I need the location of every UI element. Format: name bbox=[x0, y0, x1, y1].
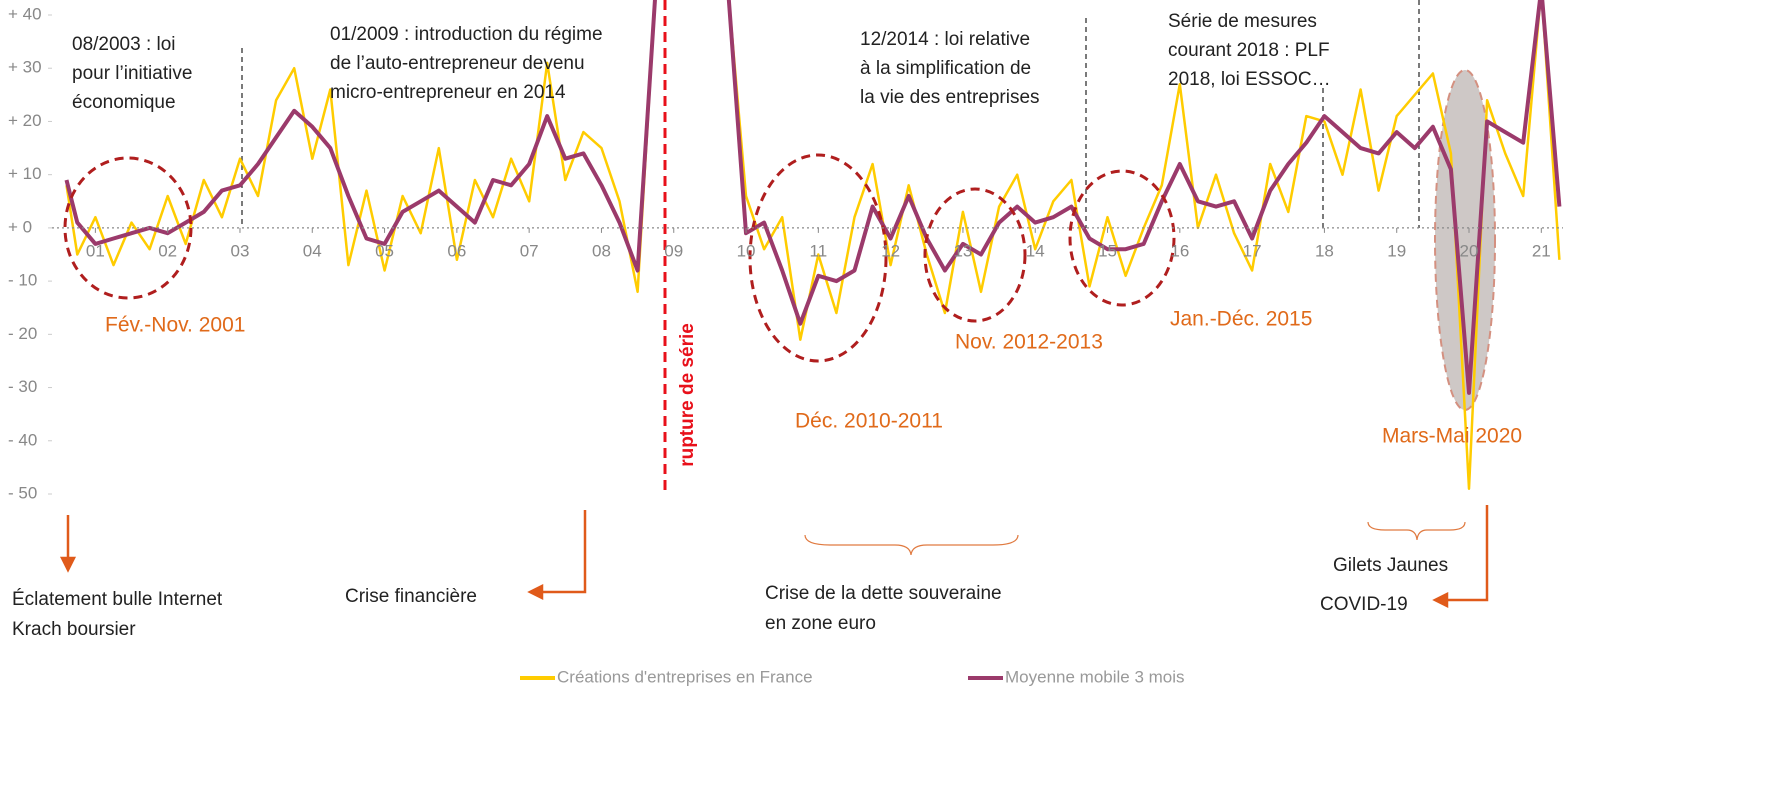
x-tick-label: 16 bbox=[1170, 241, 1189, 260]
period-circle bbox=[1068, 169, 1176, 307]
period-circle bbox=[748, 153, 888, 363]
x-tick-label: 05 bbox=[375, 241, 394, 260]
annotation: 08/2003 : loi bbox=[72, 34, 176, 55]
x-tick-label: 20 bbox=[1460, 241, 1479, 260]
annotation: pour l’initiative bbox=[72, 63, 192, 84]
event-label: Crise de la dette souveraine bbox=[765, 583, 1002, 604]
x-tick-label: 02 bbox=[158, 241, 177, 260]
period-label: Fév.-Nov. 2001 bbox=[105, 314, 245, 337]
arrow bbox=[540, 510, 587, 594]
annotations: 08/2003 : loi pour l’initiative économique… bbox=[12, 11, 1522, 640]
period-circle bbox=[63, 156, 193, 300]
x-tick-label: 21 bbox=[1532, 241, 1551, 260]
annotation: Série de mesures bbox=[1168, 11, 1317, 32]
arrow bbox=[1445, 505, 1489, 602]
period-label: Nov. 2012-2013 bbox=[955, 331, 1103, 354]
event-label: Crise financière bbox=[345, 586, 477, 607]
y-tick-label: + 30 bbox=[8, 58, 42, 77]
x-tick-label: 03 bbox=[231, 241, 250, 260]
annotation: courant 2018 : PLF bbox=[1168, 40, 1330, 61]
y-tick-label: - 40 bbox=[8, 430, 37, 449]
event-label: Krach boursier bbox=[12, 619, 136, 640]
arrow-head bbox=[1432, 591, 1449, 609]
braces bbox=[804, 521, 1466, 556]
y-tick-label: + 40 bbox=[8, 4, 42, 23]
x-tick-label: 09 bbox=[664, 241, 683, 260]
annotation: 12/2014 : loi relative bbox=[860, 29, 1030, 50]
brace bbox=[804, 534, 1019, 556]
event-label: en zone euro bbox=[765, 613, 876, 634]
legend-label: Moyenne mobile 3 mois bbox=[1005, 667, 1185, 686]
annotation: 01/2009 : introduction du régime bbox=[330, 24, 603, 45]
event-label: COVID-19 bbox=[1320, 594, 1408, 615]
arrows bbox=[59, 505, 1489, 609]
period-label: Jan.-Déc. 2015 bbox=[1170, 308, 1312, 331]
annotation: 2018, loi ESSOC… bbox=[1168, 69, 1331, 90]
x-tick-label: 18 bbox=[1315, 241, 1334, 260]
period-label: Mars-Mai 2020 bbox=[1382, 425, 1522, 448]
arrow-head bbox=[59, 556, 77, 573]
circles bbox=[63, 153, 1176, 363]
annotation: la vie des entreprises bbox=[860, 87, 1040, 108]
legend-label: Créations d'entreprises en France bbox=[557, 667, 813, 686]
y-tick-label: - 30 bbox=[8, 377, 37, 396]
x-tick-label: 10 bbox=[737, 241, 756, 260]
y-tick-label: + 0 bbox=[8, 217, 32, 236]
x-tick-label: 01 bbox=[86, 241, 105, 260]
x-tick-label: 17 bbox=[1243, 241, 1262, 260]
x-tick-label: 08 bbox=[592, 241, 611, 260]
y-tick-label: - 20 bbox=[8, 324, 37, 343]
x-tick-label: 15 bbox=[1098, 241, 1117, 260]
annotation: économique bbox=[72, 92, 176, 113]
y-tick-label: + 10 bbox=[8, 164, 42, 183]
event-label: Gilets Jaunes bbox=[1333, 555, 1448, 576]
event-label: Éclatement bulle Internet bbox=[12, 589, 223, 610]
series-line bbox=[64, 0, 1562, 395]
annotation: micro-entrepreneur en 2014 bbox=[330, 82, 566, 103]
x-tick-label: 06 bbox=[447, 241, 466, 260]
x-tick-label: 11 bbox=[810, 241, 828, 260]
brace bbox=[1367, 521, 1466, 541]
period-label: Déc. 2010-2011 bbox=[795, 410, 943, 433]
period-circle bbox=[923, 187, 1027, 323]
x-tick-label: 14 bbox=[1026, 241, 1045, 260]
x-tick-label: 12 bbox=[881, 241, 900, 260]
y-tick-label: - 10 bbox=[8, 271, 37, 290]
x-tick-label: 19 bbox=[1387, 241, 1406, 260]
x-tick-label: 07 bbox=[520, 241, 539, 260]
x-tick-label: 13 bbox=[953, 241, 972, 260]
rupture-label: rupture de série bbox=[677, 323, 698, 467]
x-tick-label: 04 bbox=[303, 241, 322, 260]
y-tick-label: - 50 bbox=[8, 483, 37, 502]
annotation: à la simplification de bbox=[860, 58, 1031, 79]
arrow-head bbox=[527, 583, 544, 601]
y-tick-label: + 20 bbox=[8, 111, 42, 130]
annotation: de l’auto-entrepreneur devenu bbox=[330, 53, 585, 74]
